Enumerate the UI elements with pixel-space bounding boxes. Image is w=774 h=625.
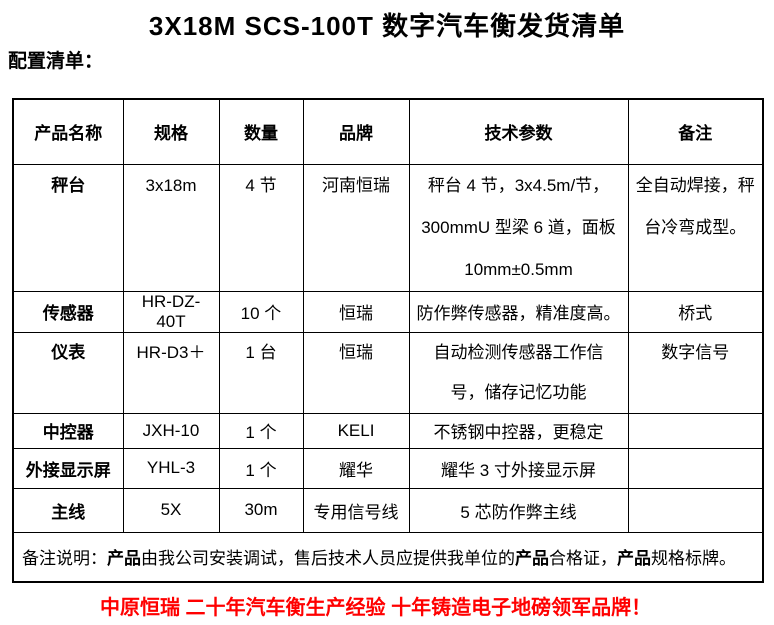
note-cell — [627, 487, 764, 533]
table-row: 仪表 HR-D3＋ 1 台 恒瑞 自动检测传感器工作信 号，储存记忆功能 数字信… — [12, 331, 764, 414]
brand-cell: 恒瑞 — [302, 290, 410, 333]
product-name-cell: 秤台 — [12, 163, 124, 292]
table-row: 秤台 3x18m 4 节 河南恒瑞 秤台 4 节，3x4.5m/节， 300mm… — [12, 163, 764, 292]
remark-text: 产品 — [515, 549, 549, 569]
remark-text: 规格标牌。 — [651, 549, 736, 569]
column-header-product: 产品名称 — [12, 98, 124, 165]
column-header-note: 备注 — [627, 98, 764, 165]
remark-text: 产品 — [107, 549, 141, 569]
params-cell: 秤台 4 节，3x4.5m/节， 300mmU 型梁 6 道，面板 10mm±0… — [408, 163, 629, 292]
spec-cell: HR-D3＋ — [122, 331, 220, 414]
remark-cell: 备注说明：产品由我公司安装调试，售后技术人员应提供我单位的产品合格证，产品规格标… — [12, 531, 764, 583]
remark-text: 合格证， — [549, 549, 617, 569]
qty-cell: 1 台 — [218, 331, 304, 414]
params-cell: 5 芯防作弊主线 — [408, 487, 629, 533]
params-line: 10mm±0.5mm — [464, 259, 573, 279]
header-row: 产品名称 规格 数量 品牌 技术参数 备注 — [12, 98, 764, 165]
remark-text: 产品 — [617, 549, 651, 569]
brand-cell: 恒瑞 — [302, 331, 410, 414]
note-cell: 数字信号 — [627, 331, 764, 414]
section-label: 配置清单： — [8, 51, 104, 72]
column-header-spec: 规格 — [122, 98, 220, 165]
product-name-cell: 主线 — [12, 487, 124, 533]
product-name-cell: 外接显示屏 — [12, 447, 124, 489]
spec-cell: JXH-10 — [122, 412, 220, 449]
params-line: 号，储存记忆功能 — [450, 382, 587, 402]
params-cell: 不锈钢中控器，更稳定 — [408, 412, 629, 449]
note-line: 全自动焊接，秤 — [635, 175, 755, 195]
spec-cell: YHL-3 — [122, 447, 220, 489]
params-line: 秤台 4 节，3x4.5m/节， — [427, 175, 610, 195]
remark-label: 备注说明： — [22, 549, 107, 569]
brand-cell: KELI — [302, 412, 410, 449]
table-row: 主线 5X 30m 专用信号线 5 芯防作弊主线 — [12, 487, 764, 533]
remark-row: 备注说明：产品由我公司安装调试，售后技术人员应提供我单位的产品合格证，产品规格标… — [12, 531, 764, 583]
spec-cell: 3x18m — [122, 163, 220, 292]
params-line: 300mmU 型梁 6 道，面板 — [421, 217, 616, 237]
params-line: 自动检测传感器工作信 — [433, 342, 604, 362]
product-name-cell: 传感器 — [12, 290, 124, 333]
params-cell: 耀华 3 寸外接显示屏 — [408, 447, 629, 489]
note-cell: 桥式 — [627, 290, 764, 333]
table-row: 中控器 JXH-10 1 个 KELI 不锈钢中控器，更稳定 — [12, 412, 764, 449]
spec-cell: HR-DZ-40T — [122, 290, 220, 333]
qty-cell: 4 节 — [218, 163, 304, 292]
qty-cell: 1 个 — [218, 447, 304, 489]
column-header-qty: 数量 — [218, 98, 304, 165]
brand-cell: 专用信号线 — [302, 487, 410, 533]
brand-cell: 耀华 — [302, 447, 410, 489]
note-cell — [627, 447, 764, 489]
remark-text: 由我公司安装调试，售后技术人员应提供我单位的 — [141, 549, 515, 569]
slogan-text: 中原恒瑞 二十年汽车衡生产经验 十年铸造电子地磅领军品牌！ — [100, 597, 652, 619]
table-row: 外接显示屏 YHL-3 1 个 耀华 耀华 3 寸外接显示屏 — [12, 447, 764, 489]
column-header-brand: 品牌 — [302, 98, 410, 165]
qty-cell: 30m — [218, 487, 304, 533]
column-header-params: 技术参数 — [408, 98, 629, 165]
qty-cell: 10 个 — [218, 290, 304, 333]
qty-cell: 1 个 — [218, 412, 304, 449]
params-cell: 自动检测传感器工作信 号，储存记忆功能 — [408, 331, 629, 414]
product-name-cell: 仪表 — [12, 331, 124, 414]
brand-cell: 河南恒瑞 — [302, 163, 410, 292]
document-title: 3X18M SCS-100T 数字汽车衡发货清单 — [148, 11, 626, 41]
note-cell — [627, 412, 764, 449]
config-table: 产品名称 规格 数量 品牌 技术参数 备注 秤台 3x18m 4 节 河南恒瑞 … — [12, 98, 764, 583]
note-cell: 全自动焊接，秤 台冷弯成型。 — [627, 163, 764, 292]
product-name-cell: 中控器 — [12, 412, 124, 449]
spec-cell: 5X — [122, 487, 220, 533]
params-cell: 防作弊传感器，精准度高。 — [408, 290, 629, 333]
table-row: 传感器 HR-DZ-40T 10 个 恒瑞 防作弊传感器，精准度高。 桥式 — [12, 290, 764, 333]
note-line: 台冷弯成型。 — [644, 217, 747, 237]
